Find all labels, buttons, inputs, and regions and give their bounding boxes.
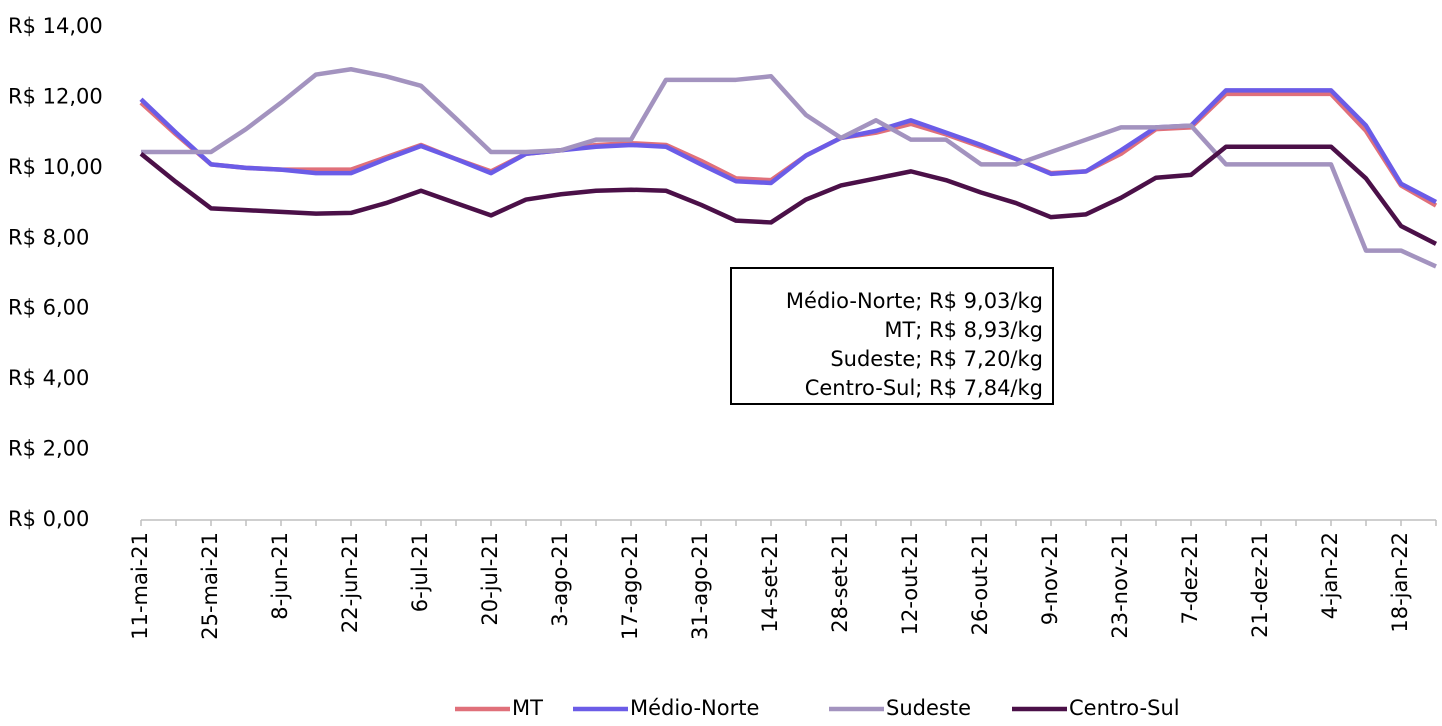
x-tick-label: 8-jun-21	[268, 532, 292, 620]
x-tick-label: 14-set-21	[758, 532, 782, 633]
y-tick-label: R$ 12,00	[8, 84, 103, 108]
x-tick-label: 28-set-21	[828, 532, 852, 633]
x-tick-label: 12-out-21	[898, 532, 922, 635]
x-tick-label: 3-ago-21	[548, 532, 572, 627]
x-tick-label: 11-mai-21	[128, 532, 152, 640]
annotation-box	[730, 267, 1054, 405]
y-tick-label: R$ 14,00	[8, 14, 103, 38]
x-tick-label: 18-jan-22	[1388, 532, 1412, 633]
legend-label: MT	[512, 696, 543, 720]
x-tick-label: 31-ago-21	[688, 532, 712, 640]
series-line	[141, 67, 1437, 269]
x-tick-label: 20-jul-21	[478, 532, 502, 626]
legend-label: Médio-Norte	[630, 696, 759, 720]
annotation: MT; R$ 8,93/kg	[884, 318, 1043, 342]
y-tick-label: R$ 6,00	[8, 296, 89, 320]
annotation: Sudeste; R$ 7,20/kg	[830, 347, 1043, 371]
series-line	[139, 144, 1438, 246]
y-tick-label: R$ 2,00	[8, 437, 89, 461]
y-tick-label: R$ 4,00	[8, 366, 89, 390]
annotation: Centro-Sul; R$ 7,84/kg	[805, 376, 1043, 400]
x-tick-label: 25-mai-21	[198, 532, 222, 640]
x-tick-label: 7-dez-21	[1178, 532, 1202, 625]
x-tick-label: 4-jan-22	[1318, 532, 1342, 619]
x-tick-label: 26-out-21	[968, 532, 992, 635]
x-tick-label: 21-dez-21	[1248, 532, 1272, 638]
x-tick-label: 17-ago-21	[618, 532, 642, 640]
y-tick-label: R$ 8,00	[8, 225, 89, 249]
x-tick-label: 6-jul-21	[408, 532, 432, 612]
series-line	[139, 88, 1438, 205]
annotation: Médio-Norte; R$ 9,03/kg	[786, 289, 1043, 313]
x-tick-label: 22-jun-21	[338, 532, 362, 633]
y-tick-label: R$ 10,00	[8, 155, 103, 179]
legend-label: Sudeste	[886, 696, 971, 720]
x-tick-label: 23-nov-21	[1108, 532, 1132, 639]
legend-label: Centro-Sul	[1069, 696, 1180, 720]
series-line	[139, 91, 1438, 208]
y-tick-label: R$ 0,00	[8, 507, 89, 531]
x-tick-label: 9-nov-21	[1038, 532, 1062, 625]
